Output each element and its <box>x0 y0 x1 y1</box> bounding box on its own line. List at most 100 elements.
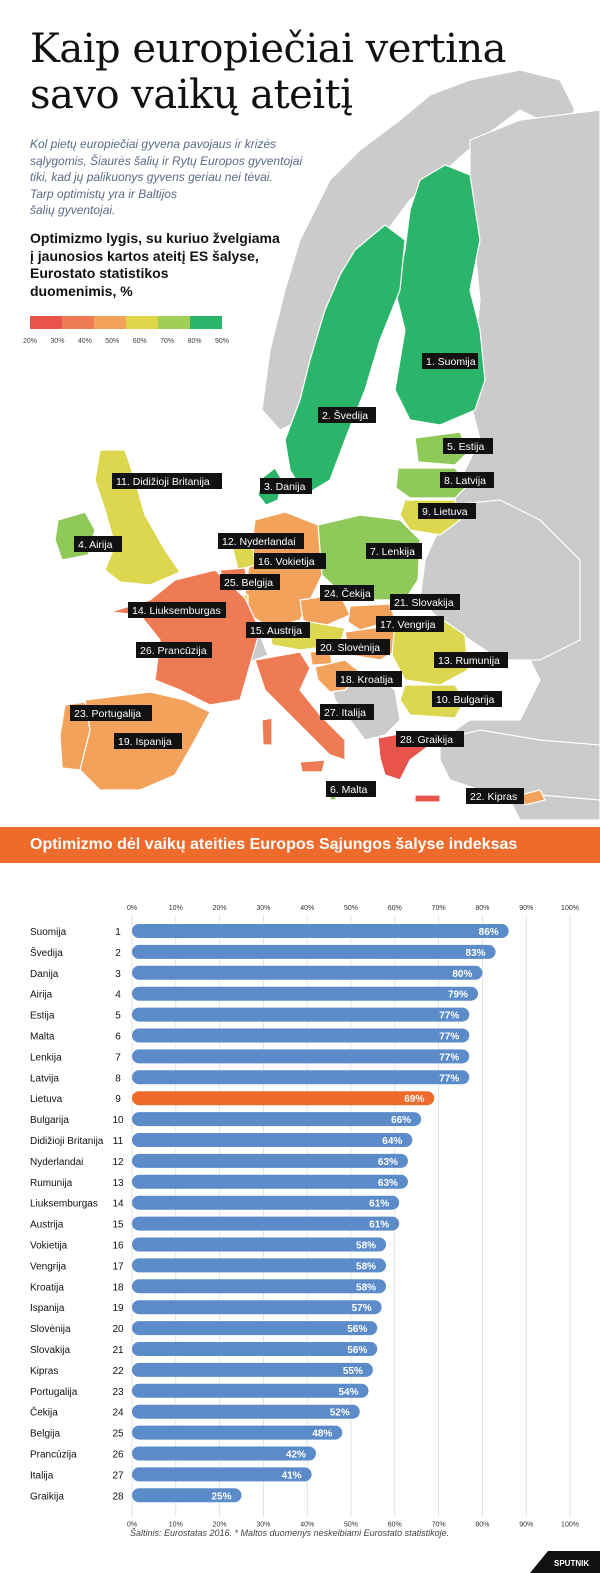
x-tick-label: 40% <box>300 905 314 912</box>
x-tick-label: 90% <box>519 905 533 912</box>
intro-line: šalių gyventojai. <box>30 203 116 217</box>
svg-text:10. Bulgarija: 10. Bulgarija <box>436 694 495 706</box>
map-subtitle-line: duomenimis, % <box>30 282 133 299</box>
x-tick-label: 10% <box>169 905 183 912</box>
rank-label: 2 <box>115 948 121 959</box>
value-label: 77% <box>439 1052 459 1063</box>
label-belgija: 25. Belgija <box>220 574 280 590</box>
bar <box>132 1237 387 1252</box>
rank-label: 17 <box>112 1261 124 1272</box>
bar <box>132 1362 373 1377</box>
romania-shape <box>391 617 469 686</box>
category-label: Estija <box>30 1011 55 1022</box>
svg-text:7. Lenkija: 7. Lenkija <box>370 546 415 558</box>
category-label: Airija <box>30 990 53 1001</box>
value-label: 77% <box>439 1032 459 1043</box>
label-cekija: 24. Čekija <box>320 585 374 601</box>
belarus-ukraine-land <box>419 499 581 661</box>
x-tick-label: 100% <box>561 905 579 912</box>
x-tick-label: 20% <box>213 905 227 912</box>
svg-text:26. Prancūzija: 26. Prancūzija <box>140 645 207 657</box>
label-vokietija: 16. Vokietija <box>254 553 326 569</box>
value-label: 58% <box>356 1282 376 1293</box>
category-label: Slovėnija <box>30 1324 71 1335</box>
sweden-shape <box>284 224 406 496</box>
legend-tick: 40% <box>78 338 92 345</box>
svg-text:3. Danija: 3. Danija <box>264 481 306 493</box>
svg-text:20. Slovėnija: 20. Slovėnija <box>320 642 380 654</box>
svg-text:17. Vengrija: 17. Vengrija <box>380 619 436 631</box>
label-liuksemburgas: 14. Liuksemburgas <box>128 602 226 618</box>
svg-text:18. Kroatija: 18. Kroatija <box>340 674 393 686</box>
bar <box>132 1467 312 1482</box>
map-subtitle-line: į jaunosios kartos ateitį ES šalyse, <box>30 247 259 264</box>
rank-label: 26 <box>112 1450 124 1461</box>
category-label: Nyderlandai <box>30 1157 83 1168</box>
x-tick-label: 70% <box>432 905 446 912</box>
legend-swatch <box>158 316 190 329</box>
legend-tick: 80% <box>188 338 202 345</box>
svg-text:9. Lietuva: 9. Lietuva <box>422 506 468 518</box>
value-label: 42% <box>286 1450 306 1461</box>
svg-text:21. Slovakija: 21. Slovakija <box>394 597 454 609</box>
svg-text:15. Austrija: 15. Austrija <box>250 625 302 637</box>
category-label: Lenkija <box>30 1052 62 1063</box>
svg-text:11. Didižioji Britanija: 11. Didižioji Britanija <box>116 476 210 488</box>
rank-label: 18 <box>112 1282 124 1293</box>
label-graikija: 28. Graikija <box>396 731 464 747</box>
bar <box>132 1070 470 1085</box>
legend-swatch <box>62 316 94 329</box>
legend-tick: 60% <box>133 338 147 345</box>
bar <box>132 1216 400 1231</box>
value-label: 56% <box>347 1324 367 1335</box>
rank-label: 11 <box>113 1136 124 1147</box>
value-label: 55% <box>343 1366 363 1377</box>
page-title: Kaip europiečiai vertina savo vaikų atei… <box>30 26 570 118</box>
rank-label: 13 <box>112 1178 124 1189</box>
x-tick-label-bottom: 90% <box>519 1521 533 1528</box>
svg-text:6. Malta: 6. Malta <box>330 784 368 796</box>
category-label: Portugalija <box>30 1387 78 1398</box>
rank-label: 12 <box>112 1157 124 1168</box>
x-tick-label-bottom: 30% <box>256 1521 270 1528</box>
bar-chart: 0% 10% 20% 30% 40% 50% 60% 70% 80% 90% 100%Suomija… <box>30 905 579 1528</box>
label-danija: 3. Danija <box>260 478 312 494</box>
legend-tick: 30% <box>50 338 64 345</box>
intro-line: tiki, kad jų palikuonys gyvens geriau ne… <box>30 170 273 184</box>
value-label: 80% <box>452 969 472 980</box>
rank-label: 15 <box>112 1220 124 1231</box>
value-label: 48% <box>312 1429 332 1440</box>
value-label: 83% <box>466 948 486 959</box>
label-kroatija: 18. Kroatija <box>336 671 402 687</box>
bar <box>132 986 479 1001</box>
value-label: 61% <box>369 1199 389 1210</box>
rank-label: 1 <box>115 927 121 938</box>
rank-label: 21 <box>112 1345 124 1356</box>
category-label: Suomija <box>30 927 67 938</box>
finland-shape <box>394 164 486 426</box>
legend-tick: 70% <box>160 338 174 345</box>
legend-swatch <box>126 316 158 329</box>
map-subtitle-line: Optimizmo lygis, su kuriuo žvelgiama <box>30 230 280 246</box>
x-tick-label-bottom: 0% <box>127 1521 137 1528</box>
svg-text:28. Graikija: 28. Graikija <box>400 734 453 746</box>
category-label: Vengrija <box>30 1261 67 1272</box>
svg-text:1. Suomija: 1. Suomija <box>426 356 476 368</box>
bar <box>132 1028 470 1043</box>
label-slovakija: 21. Slovakija <box>390 594 460 610</box>
rank-label: 8 <box>115 1073 121 1084</box>
x-tick-label: 0% <box>127 905 137 912</box>
label-malta: 6. Malta <box>326 781 376 797</box>
value-label: 61% <box>369 1220 389 1231</box>
value-label: 56% <box>347 1345 367 1356</box>
x-tick-label-bottom: 40% <box>300 1521 314 1528</box>
svg-text:5. Estija: 5. Estija <box>447 441 485 453</box>
category-label: Didižioji Britanija <box>30 1136 104 1147</box>
label-ispanija: 19. Ispanija <box>114 733 182 749</box>
bar <box>132 1174 408 1189</box>
value-label: 57% <box>352 1303 372 1314</box>
rank-label: 25 <box>112 1429 124 1440</box>
bar <box>132 924 509 938</box>
legend-tick: 90% <box>215 338 229 345</box>
x-tick-label: 80% <box>475 905 489 912</box>
